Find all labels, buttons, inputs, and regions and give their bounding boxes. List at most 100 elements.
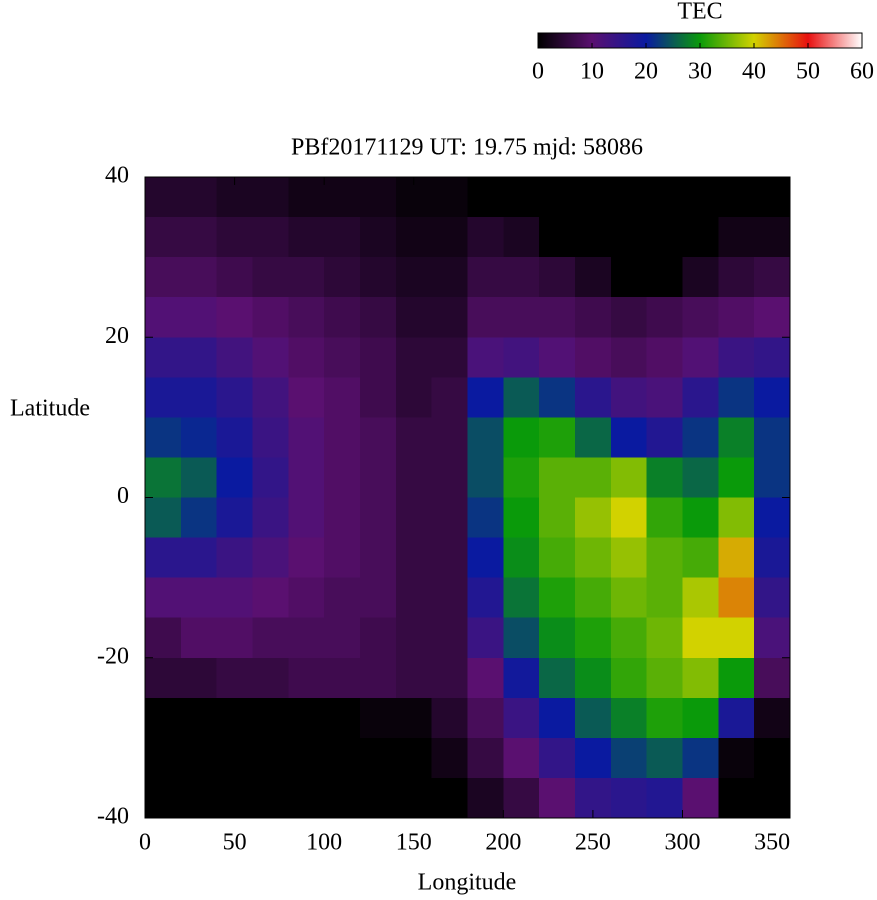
heatmap-cell xyxy=(216,337,253,378)
heatmap-cell xyxy=(539,417,576,458)
y-tick-label: 20 xyxy=(105,323,129,349)
heatmap-cell xyxy=(180,577,218,619)
heatmap-cell xyxy=(575,617,612,659)
heatmap-cell xyxy=(682,297,719,338)
heatmap-cell xyxy=(575,457,612,498)
heatmap-cell xyxy=(395,617,433,659)
heatmap-cell xyxy=(539,457,576,498)
heatmap-cell xyxy=(288,737,325,779)
heatmap-cell xyxy=(646,697,683,739)
heatmap-cell xyxy=(252,457,289,498)
heatmap-cell xyxy=(503,697,540,739)
heatmap-cell xyxy=(324,537,361,579)
heatmap-cell xyxy=(252,777,289,819)
heatmap-cell xyxy=(288,377,325,418)
heatmap-cell xyxy=(754,617,791,659)
heatmap-cell xyxy=(646,177,683,218)
heatmap-cell xyxy=(539,737,576,779)
heatmap-cell xyxy=(252,617,289,659)
heatmap-cell xyxy=(682,337,719,378)
heatmap-cell xyxy=(467,737,504,779)
y-axis-label: Latitude xyxy=(10,396,90,422)
heatmap-cell xyxy=(324,617,361,659)
heatmap-cell xyxy=(503,617,540,659)
heatmap-cell xyxy=(216,297,253,338)
heatmap-cell xyxy=(431,577,468,619)
heatmap-cell xyxy=(467,617,504,659)
heatmap-cell xyxy=(682,377,719,418)
heatmap-cell xyxy=(216,457,253,498)
heatmap-cell xyxy=(539,577,576,619)
heatmap-cell xyxy=(395,577,433,619)
heatmap-cell xyxy=(216,737,253,779)
y-tick-label: -20 xyxy=(97,643,129,669)
heatmap-cell xyxy=(467,337,504,378)
heatmap-cell xyxy=(682,617,719,659)
heatmap-cell xyxy=(360,697,397,739)
heatmap-cell xyxy=(610,777,648,819)
heatmap-cell xyxy=(503,377,540,418)
heatmap-cell xyxy=(431,497,468,539)
y-tick-label: 40 xyxy=(105,163,129,189)
heatmap-cell xyxy=(324,577,361,619)
heatmap-cell xyxy=(718,497,755,539)
heatmap-cell xyxy=(252,697,289,739)
heatmap-cell xyxy=(145,537,182,579)
heatmap-cell xyxy=(754,417,791,458)
heatmap-cell xyxy=(682,257,719,298)
heatmap-cell xyxy=(324,777,361,819)
heatmap-cell xyxy=(754,537,791,579)
heatmap-cell xyxy=(718,377,755,418)
heatmap-cell xyxy=(682,777,719,819)
heatmap-cell xyxy=(288,217,325,258)
heatmap-cell xyxy=(467,257,504,298)
heatmap-cell xyxy=(360,657,397,699)
heatmap-cell xyxy=(682,177,719,218)
heatmap-cell xyxy=(718,417,755,458)
heatmap-cell xyxy=(610,537,648,579)
heatmap-cell xyxy=(682,217,719,258)
heatmap-cell xyxy=(145,617,182,659)
heatmap-cell xyxy=(682,577,719,619)
heatmap-cell xyxy=(431,737,468,779)
heatmap-cell xyxy=(718,177,755,218)
heatmap-cell xyxy=(575,337,612,378)
heatmap-cell xyxy=(503,417,540,458)
heatmap-cell xyxy=(682,737,719,779)
heatmap-cell xyxy=(754,457,791,498)
heatmap-cell xyxy=(395,697,433,739)
heatmap-cell xyxy=(252,577,289,619)
heatmap-cell xyxy=(360,217,397,258)
heatmap-cell xyxy=(539,777,576,819)
heatmap-cell xyxy=(324,497,361,539)
heatmap-cell xyxy=(145,377,182,418)
heatmap-cell xyxy=(288,777,325,819)
heatmap-cell xyxy=(360,537,397,579)
heatmap-cell xyxy=(503,577,540,619)
heatmap-cell xyxy=(145,417,182,458)
heatmap-cell xyxy=(431,697,468,739)
heatmap-cell xyxy=(754,337,791,378)
heatmap-cell xyxy=(646,297,683,338)
heatmap-cell xyxy=(610,657,648,699)
heatmap-cell xyxy=(539,657,576,699)
heatmap-cell xyxy=(360,337,397,378)
heatmap-cell xyxy=(539,617,576,659)
heatmap-cell xyxy=(180,537,218,579)
heatmap-cell xyxy=(646,577,683,619)
heatmap-cell xyxy=(718,737,755,779)
heatmap-cell xyxy=(180,177,218,218)
heatmap-cell xyxy=(539,337,576,378)
heatmap-cell xyxy=(646,257,683,298)
heatmap-cell xyxy=(718,777,755,819)
heatmap-cell xyxy=(575,657,612,699)
heatmap-cell xyxy=(252,497,289,539)
heatmap-cell xyxy=(324,257,361,298)
heatmap-cell xyxy=(431,377,468,418)
heatmap-cell xyxy=(288,257,325,298)
heatmap-cell xyxy=(754,737,791,779)
heatmap-cell xyxy=(180,777,218,819)
heatmap-cell xyxy=(718,697,755,739)
heatmap-cell xyxy=(575,377,612,418)
heatmap-cell xyxy=(467,497,504,539)
